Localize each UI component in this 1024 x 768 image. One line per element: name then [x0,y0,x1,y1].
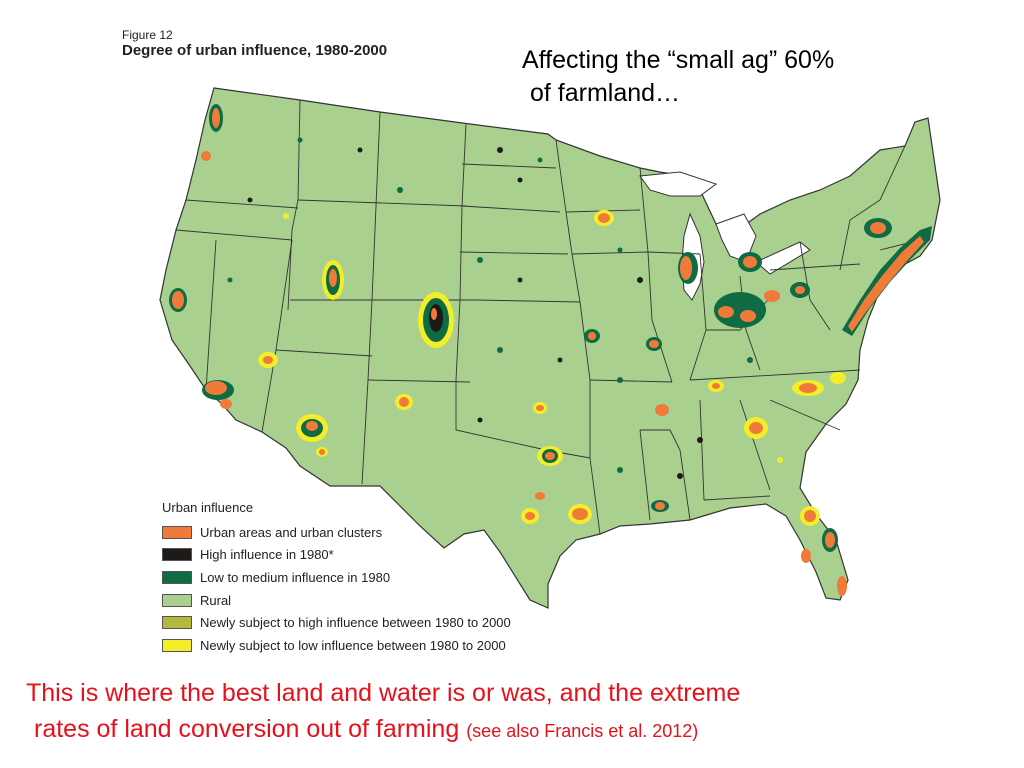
legend-item-urban: Urban areas and urban clusters [162,521,511,544]
headline-line-1: Affecting the “small ag” 60% [522,46,835,74]
figure-label: Figure 12 [122,28,173,42]
caption-line-1: This is where the best land and water is… [26,679,741,707]
legend-item-low-medium-1980: Low to medium influence in 1980 [162,566,511,589]
legend-swatch [162,593,192,607]
legend-item-new-high: Newly subject to high influence between … [162,611,511,634]
legend-label: High influence in 1980* [200,547,334,563]
legend-item-high-1980: High influence in 1980* [162,544,511,567]
figure-title: Degree of urban influence, 1980-2000 [122,42,388,59]
legend-title: Urban influence [162,500,254,515]
caption-citation: (see also Francis et al. 2012) [466,721,699,741]
legend-label: Urban areas and urban clusters [200,524,383,540]
caption: This is where the best land and water is… [26,675,1006,749]
legend-item-new-low: Newly subject to low influence between 1… [162,634,511,657]
legend-swatch [162,548,192,562]
urban-influence-areas [169,104,932,596]
map-legend: Urban influence Urban areas and urban cl… [162,500,511,657]
caption-line-2-text: rates of land conversion out of farming [34,715,460,743]
headline-line-2: of farmland… [530,79,681,107]
caption-line-2: rates of land conversion out of farming … [26,711,1006,749]
lake-superior [639,171,718,197]
legend-label: Low to medium influence in 1980 [200,569,391,585]
legend-swatch [162,638,192,652]
legend-swatch [162,616,192,630]
legend-swatch [162,525,192,539]
headline: Affecting the “small ag” 60% of farmland… [522,44,982,110]
lake-erie [755,241,811,275]
legend-label: Newly subject to high influence between … [200,615,511,631]
state-borders [175,99,921,535]
legend-item-rural: Rural [162,589,511,612]
legend-swatch [162,570,192,584]
legend-label: Newly subject to low influence between 1… [200,637,506,653]
legend-label: Rural [200,592,232,608]
